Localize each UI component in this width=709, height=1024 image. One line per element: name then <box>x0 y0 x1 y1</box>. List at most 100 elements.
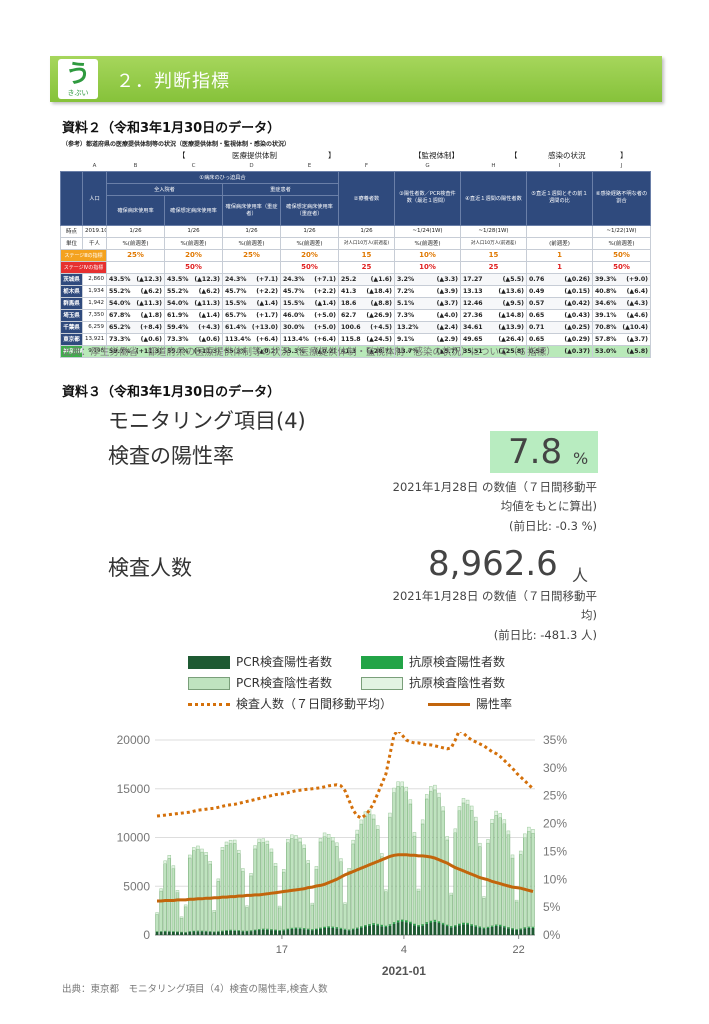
cell-value: 73.3% <box>109 335 131 343</box>
unit-value: 対人口10万人(前週差) <box>338 236 395 250</box>
hdr-b: 確保病床使用率 <box>106 194 165 226</box>
bar-antigen-positive <box>449 926 453 928</box>
bar-pcr-positive <box>339 928 343 935</box>
cell-diff: (+4.5) <box>370 323 392 331</box>
bar-pcr-positive <box>502 927 506 935</box>
time-value: ~1/22(1W) <box>592 224 651 238</box>
bar-antigen-negative <box>224 841 229 846</box>
legend-antigen-negative[interactable]: 抗原検査陰性者数 <box>361 676 505 690</box>
cell-value: 24.3% <box>225 275 247 283</box>
cell-value: 45.7% <box>283 287 305 295</box>
bar-pcr-negative <box>416 890 421 926</box>
bar-antigen-negative <box>441 806 445 812</box>
stage4-label: ステージⅣの指標 <box>60 260 107 274</box>
legend-swatch-positivity <box>428 703 470 706</box>
bar-pcr-negative <box>502 823 507 927</box>
bar-pcr-negative <box>200 851 204 932</box>
bar-pcr-positive <box>425 923 429 935</box>
bar-pcr-negative <box>220 850 225 931</box>
cell-e: 45.7% (+2.2) <box>280 284 339 298</box>
tests-note-1: 2021年1月28日 の数値（７日間移動平 <box>392 589 597 603</box>
bar-antigen-negative <box>159 888 163 892</box>
bar-antigen-negative <box>343 902 347 905</box>
bar-pcr-positive <box>269 930 273 935</box>
prefecture-name: 千葉県 <box>60 320 83 334</box>
legend-pcr-negative[interactable]: PCR検査陰性者数 <box>188 676 332 690</box>
cell-diff: (+6.4) <box>314 335 336 343</box>
cell-h: 34.61 (▲13.9) <box>460 320 527 334</box>
cell-e: 46.0% (+5.0) <box>280 308 339 322</box>
bar-antigen-positive <box>515 929 519 930</box>
bar-antigen-positive <box>425 922 429 924</box>
bar-antigen-positive <box>494 924 498 926</box>
bar-antigen-negative <box>241 868 245 872</box>
bar-pcr-positive <box>261 929 265 935</box>
stage3-row: ステージⅢの指標 25% 20% 25% 20% 15 10% 15 1 50% <box>60 248 651 262</box>
hdr-positive-rate: ③陽性者数／PCR検査件数（最近１週間） <box>394 170 461 226</box>
bar-pcr-negative <box>294 838 298 928</box>
legend-positivity-rate[interactable]: 陽性率 <box>428 697 512 711</box>
bar-pcr-negative <box>531 833 535 928</box>
cell-i: 0.71 (▲0.25) <box>526 320 593 334</box>
bar-antigen-positive <box>376 924 380 926</box>
bar-pcr-positive <box>229 930 233 935</box>
bar-antigen-negative <box>232 839 237 844</box>
time-value: 1/26 <box>106 224 165 238</box>
bar-antigen-positive <box>453 925 457 927</box>
y-right-tick-label: 30% <box>543 761 567 775</box>
bar-pcr-positive <box>200 931 204 935</box>
bar-pcr-positive <box>323 927 327 935</box>
line-positivity-rate <box>157 853 534 903</box>
cell-diff: (+9.0) <box>626 275 648 283</box>
tests-value: 8,962.6 <box>428 544 558 584</box>
hdr-all-inpatients: 全入院者 <box>106 182 223 196</box>
bar-antigen-positive <box>531 926 535 928</box>
bar-antigen-negative <box>302 844 306 849</box>
bar-pcr-negative <box>188 857 192 932</box>
cell-j: 53.0% (▲5.8) <box>592 344 651 358</box>
bar-pcr-negative <box>424 798 429 923</box>
legend-pcr-positive[interactable]: PCR検査陽性者数 <box>188 655 332 669</box>
bar-pcr-positive <box>188 931 192 935</box>
cell-diff: (▲25.8) <box>498 347 524 355</box>
cell-value: 54.0% <box>167 299 189 307</box>
positivity-label: 検査の陽性率 <box>108 444 234 468</box>
time-value: 1/26 <box>280 224 339 238</box>
bar-antigen-positive <box>302 928 306 930</box>
bar-pcr-positive <box>319 928 322 935</box>
cell-d: 24.3% (+7.1) <box>222 272 281 286</box>
logo-sub: きぷい <box>67 89 89 97</box>
stage4-value: 25 <box>338 260 395 274</box>
bar-antigen-negative <box>412 832 417 837</box>
bar-pcr-negative <box>335 846 339 928</box>
bar-antigen-negative <box>281 869 286 873</box>
cell-value: 43.5% <box>109 275 131 283</box>
legend-tests-avg[interactable]: 検査人数（７日間移動平均） <box>188 697 392 711</box>
bar-pcr-negative <box>261 841 266 930</box>
bar-antigen-positive <box>400 919 404 922</box>
bar-pcr-positive <box>515 929 519 935</box>
cell-value: 113.4% <box>283 335 309 343</box>
bar-antigen-negative <box>347 868 351 872</box>
bar-antigen-negative <box>486 839 490 844</box>
cell-diff: (+7.1) <box>314 275 336 283</box>
bar-pcr-positive <box>167 931 171 935</box>
bar-pcr-negative <box>179 918 184 933</box>
bar-pcr-positive <box>216 931 220 935</box>
bar-antigen-positive <box>441 923 445 925</box>
cell-diff: (▲1.8) <box>140 311 162 319</box>
banner-title: ２．判断指標 <box>116 71 230 92</box>
cell-value: 46.0% <box>283 311 305 319</box>
cell-diff: (▲18.4) <box>366 287 392 295</box>
cell-diff: (+2.2) <box>314 287 336 295</box>
bar-antigen-negative <box>298 838 302 843</box>
time-value: 1/26 <box>222 224 281 238</box>
legend-antigen-positive[interactable]: 抗原検査陽性者数 <box>361 655 505 669</box>
group-bracket-close-2: 】 <box>620 151 628 160</box>
cell-diff: (+5.0) <box>314 323 336 331</box>
bar-pcr-negative <box>486 842 490 928</box>
bar-pcr-negative <box>281 871 286 930</box>
legend-label: PCR検査陽性者数 <box>236 655 332 669</box>
cell-h: 13.13 (▲13.6) <box>460 284 527 298</box>
bar-pcr-negative <box>433 789 437 921</box>
